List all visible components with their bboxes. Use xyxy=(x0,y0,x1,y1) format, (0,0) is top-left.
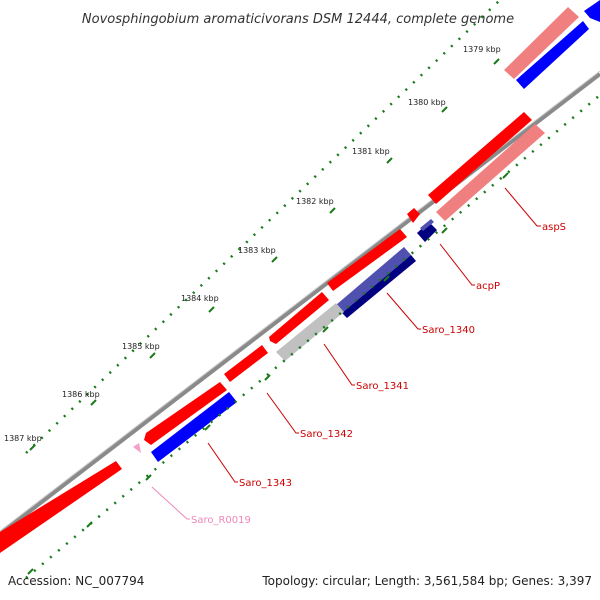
gene-arrow-dark-acpp[interactable] xyxy=(417,222,437,242)
outer-tick xyxy=(271,256,278,263)
outer-tick xyxy=(208,306,215,313)
inner-tick xyxy=(322,326,329,333)
gene-arrow-blue-top[interactable] xyxy=(516,21,589,89)
tick-label: 1382 kbp xyxy=(296,197,334,206)
gene-arrow-asps-light[interactable] xyxy=(436,124,545,221)
gene-arrow-saro-1340[interactable] xyxy=(327,229,407,291)
leader-asps xyxy=(504,187,541,227)
inner-tick xyxy=(145,474,152,481)
leader-saro-r0019 xyxy=(151,486,190,520)
gene-arrow-blue-edge[interactable] xyxy=(584,0,600,22)
gene-label-saro-1343[interactable]: Saro_1343 xyxy=(239,478,292,489)
outer-tick xyxy=(90,399,97,406)
outer-tick xyxy=(329,207,336,214)
rna-arrow-saro-r0019[interactable] xyxy=(133,443,141,453)
gene-arrow-acpp[interactable] xyxy=(407,208,420,223)
forward-strand-track xyxy=(0,112,532,553)
outer-tick xyxy=(386,157,393,164)
gene-label-saro-1341[interactable]: Saro_1341 xyxy=(356,381,409,392)
tick-label: 1379 kbp xyxy=(463,45,501,54)
inner-tick-marks xyxy=(27,172,509,575)
outer-tick-marks xyxy=(29,58,500,451)
outer-tick-dots xyxy=(25,0,501,454)
tick-labels: 1379 kbp 1380 kbp 1381 kbp 1382 kbp 1383… xyxy=(4,45,501,443)
leader-saro-1342 xyxy=(266,392,299,434)
inner-tick xyxy=(383,275,390,282)
outer-tick xyxy=(149,352,156,359)
inner-tick xyxy=(441,227,448,234)
gene-label-asps[interactable]: aspS xyxy=(542,222,566,233)
tick-label: 1384 kbp xyxy=(181,294,219,303)
inner-tick xyxy=(502,172,509,179)
tick-label: 1387 kbp xyxy=(4,434,42,443)
tick-label: 1381 kbp xyxy=(352,147,390,156)
leader-saro-1340 xyxy=(386,292,421,330)
gene-label-leaders xyxy=(151,187,541,520)
leader-saro-1343 xyxy=(207,442,238,483)
genome-backbone xyxy=(0,72,600,536)
gene-arrow-mid-acpp[interactable] xyxy=(420,219,434,231)
inner-tick xyxy=(86,521,93,528)
gene-arrow-saro-1342[interactable] xyxy=(224,345,268,382)
gene-arrow-saro-1341[interactable] xyxy=(269,292,329,344)
inner-tick xyxy=(264,374,271,381)
leader-saro-1341 xyxy=(323,343,355,386)
genome-summary-text: Topology: circular; Length: 3,561,584 bp… xyxy=(261,574,592,588)
gene-arrow-grey-saro-1341[interactable] xyxy=(276,303,344,361)
genome-backbone-highlight xyxy=(0,70,600,532)
gene-arrow-blue-saro-1343[interactable] xyxy=(151,392,237,462)
forward-gene-arrow[interactable] xyxy=(0,461,122,553)
gene-arrow-saro-1343[interactable] xyxy=(144,382,227,445)
gene-arrow-asps[interactable] xyxy=(428,112,532,204)
tick-label: 1386 kbp xyxy=(62,390,100,399)
map-title: Novosphingobium aromaticivorans DSM 1244… xyxy=(82,12,514,27)
inner-tick xyxy=(204,424,211,431)
tick-label: 1383 kbp xyxy=(238,246,276,255)
accession-text: Accession: NC_007794 xyxy=(8,574,144,588)
gene-arrow-light-top[interactable] xyxy=(504,7,579,79)
outer-tick xyxy=(493,58,500,65)
tick-label: 1385 kbp xyxy=(122,342,160,351)
gene-label-saro-1340[interactable]: Saro_1340 xyxy=(422,325,475,336)
gene-label-acpp[interactable]: acpP xyxy=(476,281,500,292)
gene-labels: aspS acpP Saro_1340 Saro_1341 Saro_1342 … xyxy=(191,222,566,526)
inner-tick xyxy=(27,568,34,575)
gene-label-saro-r0019[interactable]: Saro_R0019 xyxy=(191,515,251,526)
gene-label-saro-1342[interactable]: Saro_1342 xyxy=(300,429,353,440)
leader-acpp xyxy=(439,243,475,286)
gene-arrow-dark-saro-1340[interactable] xyxy=(342,255,416,318)
gene-arrow-mid-saro-1340[interactable] xyxy=(336,247,411,313)
tick-label: 1380 kbp xyxy=(408,98,446,107)
outer-tick xyxy=(29,444,36,451)
outer-tick xyxy=(441,106,448,113)
